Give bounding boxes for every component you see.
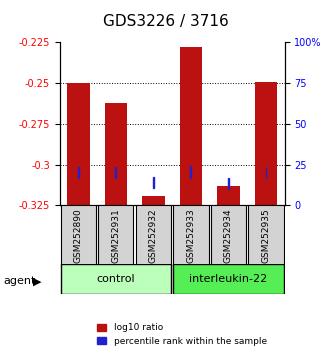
Text: GSM252933: GSM252933	[186, 208, 195, 263]
Bar	[67, 83, 90, 205]
Text: agent: agent	[3, 276, 36, 286]
Bar	[265, 167, 266, 178]
FancyBboxPatch shape	[136, 205, 171, 266]
Bar	[180, 47, 202, 205]
Text: GSM252934: GSM252934	[224, 208, 233, 263]
Text: ▶: ▶	[33, 276, 42, 286]
FancyBboxPatch shape	[98, 205, 133, 266]
Text: control: control	[97, 274, 135, 284]
Bar	[255, 81, 277, 205]
FancyBboxPatch shape	[173, 264, 284, 294]
Bar	[78, 167, 79, 178]
FancyBboxPatch shape	[211, 205, 246, 266]
Text: GSM252890: GSM252890	[74, 208, 83, 263]
FancyBboxPatch shape	[173, 205, 209, 266]
Bar	[142, 195, 165, 205]
Text: GSM252935: GSM252935	[261, 208, 270, 263]
Text: GSM252931: GSM252931	[111, 208, 120, 263]
Text: GSM252932: GSM252932	[149, 208, 158, 263]
FancyBboxPatch shape	[248, 205, 284, 266]
Text: interleukin-22: interleukin-22	[189, 274, 267, 284]
Bar	[153, 177, 154, 188]
Bar	[217, 186, 240, 205]
Bar	[228, 178, 229, 189]
Legend: log10 ratio, percentile rank within the sample: log10 ratio, percentile rank within the …	[94, 320, 270, 349]
FancyBboxPatch shape	[61, 264, 171, 294]
Bar	[190, 166, 191, 178]
FancyBboxPatch shape	[61, 205, 96, 266]
Bar	[105, 103, 127, 205]
Text: GDS3226 / 3716: GDS3226 / 3716	[103, 14, 228, 29]
